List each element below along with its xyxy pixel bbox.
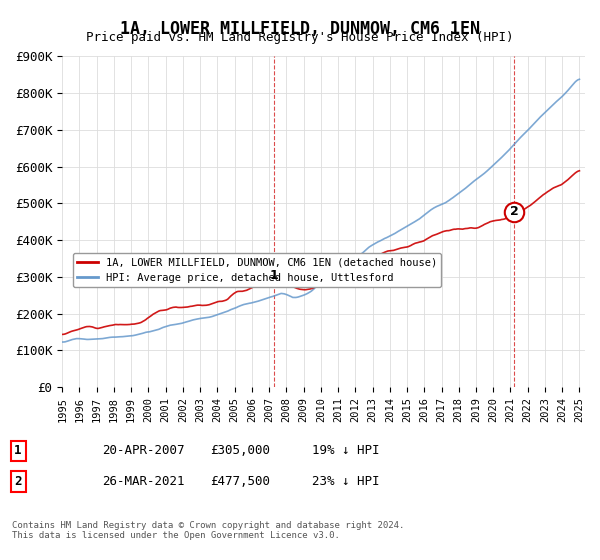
Text: 1: 1 [14,444,22,458]
Text: 2: 2 [14,475,22,488]
Text: 19% ↓ HPI: 19% ↓ HPI [312,444,380,458]
Text: 20-APR-2007: 20-APR-2007 [102,444,185,458]
Text: 23% ↓ HPI: 23% ↓ HPI [312,475,380,488]
Text: £477,500: £477,500 [210,475,270,488]
Text: Price paid vs. HM Land Registry's House Price Index (HPI): Price paid vs. HM Land Registry's House … [86,31,514,44]
Text: 1A, LOWER MILLFIELD, DUNMOW, CM6 1EN: 1A, LOWER MILLFIELD, DUNMOW, CM6 1EN [120,20,480,38]
Text: 26-MAR-2021: 26-MAR-2021 [102,475,185,488]
Text: 1: 1 [270,268,278,282]
Text: £305,000: £305,000 [210,444,270,458]
Legend: 1A, LOWER MILLFIELD, DUNMOW, CM6 1EN (detached house), HPI: Average price, detac: 1A, LOWER MILLFIELD, DUNMOW, CM6 1EN (de… [73,254,442,287]
Text: Contains HM Land Registry data © Crown copyright and database right 2024.
This d: Contains HM Land Registry data © Crown c… [12,521,404,540]
Text: 2: 2 [510,205,519,218]
